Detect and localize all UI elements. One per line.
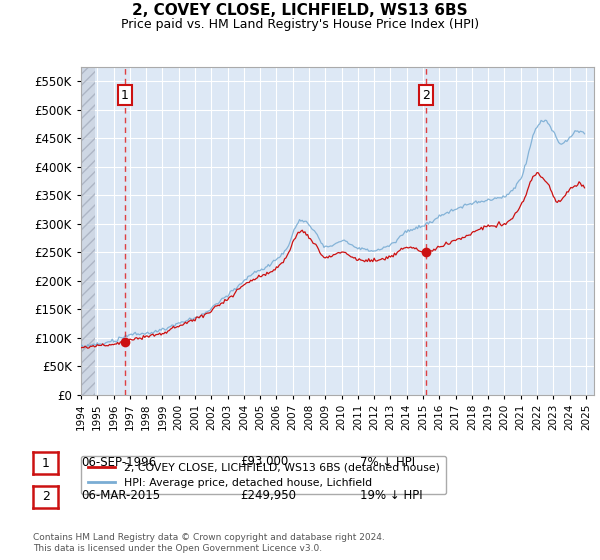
Legend: 2, COVEY CLOSE, LICHFIELD, WS13 6BS (detached house), HPI: Average price, detach: 2, COVEY CLOSE, LICHFIELD, WS13 6BS (det… bbox=[81, 456, 446, 494]
Text: 06-MAR-2015: 06-MAR-2015 bbox=[81, 489, 160, 502]
Text: 1: 1 bbox=[41, 456, 50, 470]
Text: 1: 1 bbox=[121, 88, 128, 101]
Text: Price paid vs. HM Land Registry's House Price Index (HPI): Price paid vs. HM Land Registry's House … bbox=[121, 18, 479, 31]
Text: 2, COVEY CLOSE, LICHFIELD, WS13 6BS: 2, COVEY CLOSE, LICHFIELD, WS13 6BS bbox=[132, 3, 468, 18]
Text: £93,000: £93,000 bbox=[240, 455, 288, 469]
Text: 7% ↓ HPI: 7% ↓ HPI bbox=[360, 455, 415, 469]
Text: 2: 2 bbox=[41, 490, 50, 503]
Text: 19% ↓ HPI: 19% ↓ HPI bbox=[360, 489, 422, 502]
Text: 06-SEP-1996: 06-SEP-1996 bbox=[81, 455, 156, 469]
Text: 2: 2 bbox=[422, 88, 430, 101]
Text: Contains HM Land Registry data © Crown copyright and database right 2024.
This d: Contains HM Land Registry data © Crown c… bbox=[33, 533, 385, 553]
Text: £249,950: £249,950 bbox=[240, 489, 296, 502]
Bar bbox=[81, 67, 95, 395]
